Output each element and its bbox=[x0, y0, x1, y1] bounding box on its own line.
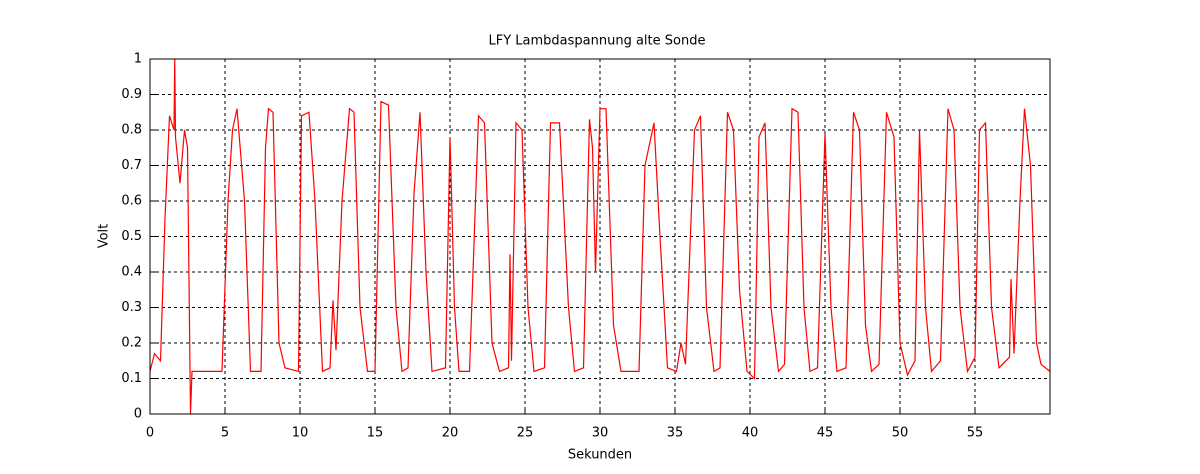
chart-title: LFY Lambdaspannung alte Sonde bbox=[489, 34, 706, 49]
x-tick-label: 15 bbox=[367, 426, 384, 441]
y-tick-label: 0.7 bbox=[121, 158, 142, 173]
x-tick-label: 30 bbox=[592, 426, 609, 441]
x-tick-label: 20 bbox=[442, 426, 459, 441]
x-tick-label: 10 bbox=[292, 426, 309, 441]
x-tick-label: 0 bbox=[146, 426, 154, 441]
y-tick-label: 0.2 bbox=[121, 336, 142, 351]
y-tick-label: 0.1 bbox=[121, 371, 142, 386]
x-tick-label: 5 bbox=[221, 426, 229, 441]
x-tick-label: 50 bbox=[892, 426, 909, 441]
x-tick-label: 40 bbox=[742, 426, 759, 441]
y-tick-label: 0.5 bbox=[121, 229, 142, 244]
y-tick-label: 1 bbox=[134, 52, 142, 67]
x-axis-label: Sekunden bbox=[568, 448, 632, 463]
y-tick-label: 0.3 bbox=[121, 300, 142, 315]
y-tick-label: 0.4 bbox=[121, 265, 142, 280]
y-axis-label: Volt bbox=[97, 224, 112, 249]
data-line bbox=[149, 58, 1051, 415]
x-tick-label: 55 bbox=[967, 426, 984, 441]
plot-frame bbox=[149, 58, 1051, 415]
x-tick-label: 25 bbox=[517, 426, 534, 441]
y-tick-label: 0.8 bbox=[121, 123, 142, 138]
x-tick-label: 35 bbox=[667, 426, 684, 441]
y-tick-label: 0 bbox=[134, 407, 142, 422]
x-tick-label: 45 bbox=[817, 426, 834, 441]
y-tick-label: 0.6 bbox=[121, 194, 142, 209]
y-tick-label: 0.9 bbox=[121, 87, 142, 102]
